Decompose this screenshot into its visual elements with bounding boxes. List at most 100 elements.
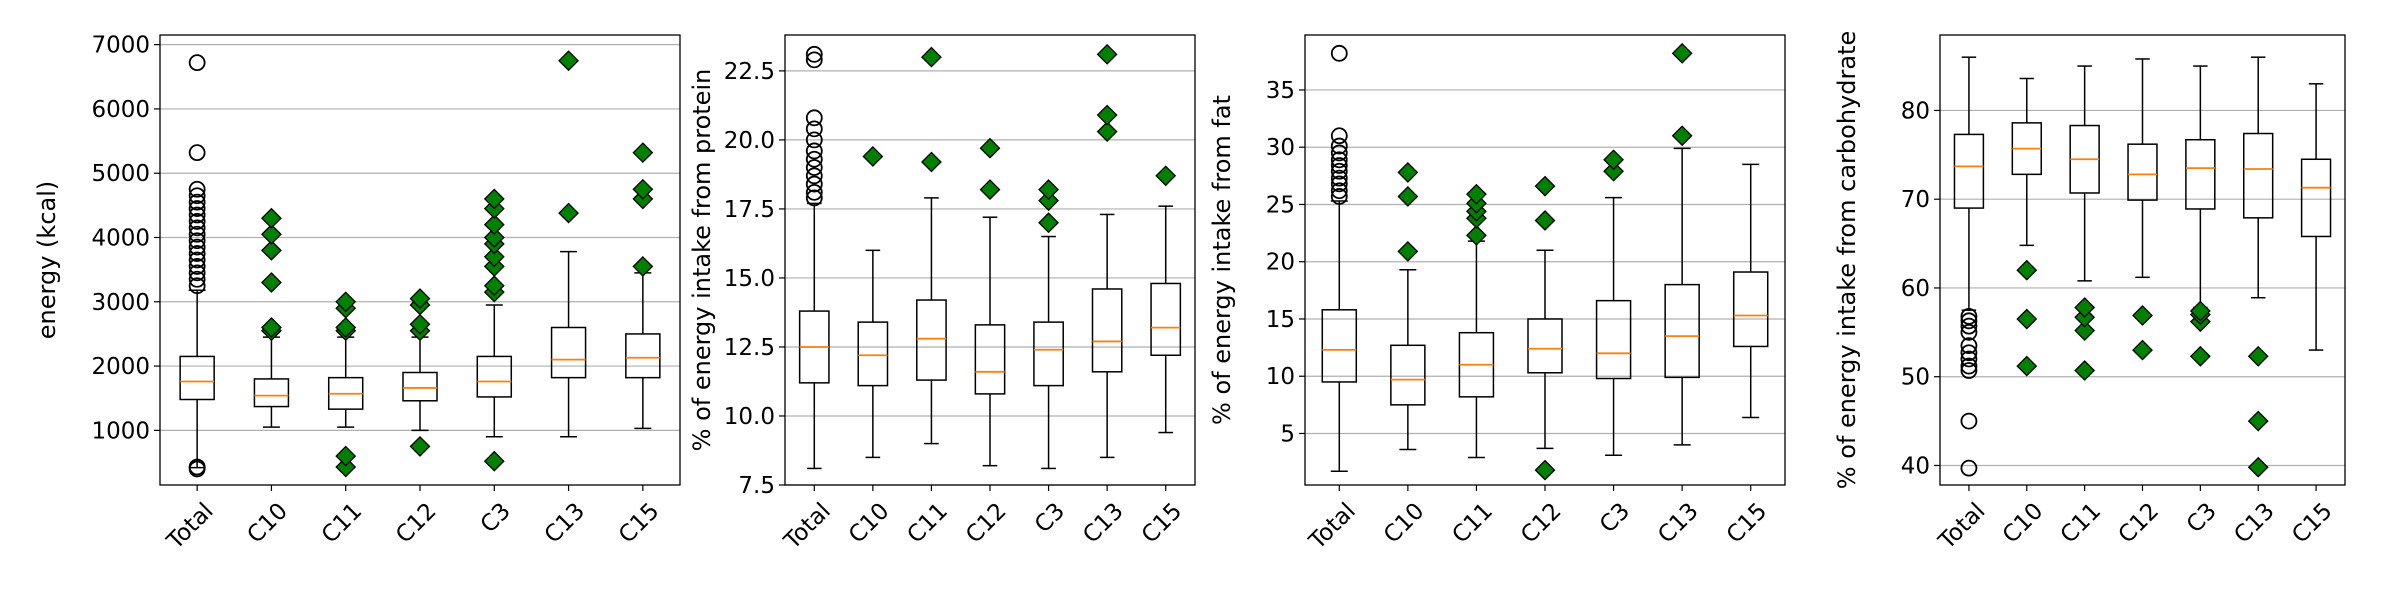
outlier-point xyxy=(483,227,505,248)
box-body xyxy=(550,326,587,379)
outlier-point xyxy=(1330,157,1348,174)
box-Total xyxy=(798,45,830,470)
outlier-point xyxy=(805,45,823,63)
outlier-point xyxy=(1466,183,1487,205)
box-body xyxy=(1664,283,1700,379)
box-C10 xyxy=(253,207,290,428)
outlier-point xyxy=(2247,456,2269,478)
box-C13 xyxy=(1091,43,1123,459)
x-tick-label: C13 xyxy=(1653,498,1703,548)
box-body xyxy=(476,355,513,398)
box-C12 xyxy=(2127,58,2158,361)
outlier-point xyxy=(2074,320,2096,341)
box-C13 xyxy=(1664,42,1700,446)
box-C3 xyxy=(1033,179,1064,470)
y-tick-label: 2000 xyxy=(91,354,150,380)
outlier-point xyxy=(1096,104,1118,126)
y-tick-label: 22.5 xyxy=(724,59,775,85)
outlier-point xyxy=(188,225,206,243)
outlier-point xyxy=(2189,300,2211,322)
box-C11 xyxy=(916,46,947,445)
outlier-point xyxy=(483,188,505,210)
x-tick-label: C10 xyxy=(243,498,293,548)
outlier-point xyxy=(921,46,942,68)
outlier-point xyxy=(188,251,206,269)
x-tick-label: Total xyxy=(162,498,219,555)
outlier-point xyxy=(1397,186,1419,207)
box-C11 xyxy=(2069,65,2100,381)
box-body xyxy=(1033,321,1064,387)
outlier-point xyxy=(1534,175,1556,197)
box-C3 xyxy=(476,188,513,472)
box-body xyxy=(1527,318,1563,374)
y-tick-label: 5000 xyxy=(91,161,150,187)
outlier-point xyxy=(2247,345,2269,367)
y-tick-label: 35 xyxy=(1266,78,1295,104)
outlier-point xyxy=(1534,459,1556,481)
outlier-point xyxy=(335,445,357,467)
box-C3 xyxy=(1595,149,1632,456)
y-tick-label: 25 xyxy=(1266,192,1295,218)
box-body xyxy=(402,371,438,402)
x-tick-label: C10 xyxy=(844,498,894,548)
box-body xyxy=(1321,309,1358,383)
x-tick-label: C11 xyxy=(1448,498,1498,548)
outlier-point xyxy=(335,317,357,338)
box-body xyxy=(1732,271,1769,348)
box-body xyxy=(1390,344,1426,406)
x-tick-label: C3 xyxy=(1030,498,1070,538)
outlier-point xyxy=(188,193,206,211)
y-tick-label: 15.0 xyxy=(724,266,775,292)
outlier-point xyxy=(483,275,505,297)
x-tick-label: C15 xyxy=(614,498,664,548)
outlier-point xyxy=(805,167,823,185)
y-tick-label: 7.5 xyxy=(738,473,775,499)
box-C15 xyxy=(625,142,661,430)
outlier-point xyxy=(1330,162,1348,180)
y-tick-label: 7000 xyxy=(91,33,150,59)
outlier-point xyxy=(1960,412,1978,430)
outlier-point xyxy=(1155,165,1177,187)
y-tick-label: 1000 xyxy=(91,418,150,444)
outlier-point xyxy=(1960,357,1978,375)
outlier-point xyxy=(1603,160,1624,182)
outlier-point xyxy=(1330,182,1348,200)
x-tick-label: C3 xyxy=(2182,498,2222,538)
outlier-point xyxy=(805,109,823,127)
outlier-point xyxy=(188,144,206,162)
outlier-point xyxy=(1330,127,1348,145)
outlier-point xyxy=(409,436,431,457)
outlier-point xyxy=(1330,169,1348,187)
y-tick-label: 30 xyxy=(1266,135,1295,161)
outlier-point xyxy=(1038,212,1059,234)
outlier-point xyxy=(632,256,654,277)
outlier-point xyxy=(2247,410,2269,432)
y-tick-label: 50 xyxy=(1901,365,1930,391)
outlier-point xyxy=(1960,323,1978,341)
box-body xyxy=(2243,132,2274,219)
outlier-point xyxy=(1466,224,1487,246)
box-body xyxy=(974,324,1006,395)
box-C3 xyxy=(2185,65,2216,367)
y-tick-label: 60 xyxy=(1901,276,1930,302)
y-axis-label: % of energy intake from fat xyxy=(1208,95,1236,425)
outlier-point xyxy=(1330,44,1348,62)
outlier-point xyxy=(921,151,942,173)
y-tick-label: 6000 xyxy=(91,97,150,123)
outlier-point xyxy=(2074,360,2096,381)
box-body xyxy=(2300,158,2332,238)
x-tick-label: C15 xyxy=(2287,498,2337,548)
box-body xyxy=(1091,288,1123,373)
outlier-point xyxy=(805,150,823,168)
outlier-point xyxy=(1671,42,1693,64)
outlier-point xyxy=(1534,210,1556,231)
y-axis-label: % of energy intake from protein xyxy=(688,69,716,452)
outlier-point xyxy=(558,202,579,224)
outlier-point xyxy=(188,219,206,237)
y-tick-label: 10.0 xyxy=(724,404,775,430)
box-C10 xyxy=(1390,161,1426,451)
x-tick-label: C12 xyxy=(2114,498,2164,548)
box-body xyxy=(1150,282,1182,356)
y-tick-label: 10 xyxy=(1266,364,1295,390)
outlier-point xyxy=(261,223,282,245)
